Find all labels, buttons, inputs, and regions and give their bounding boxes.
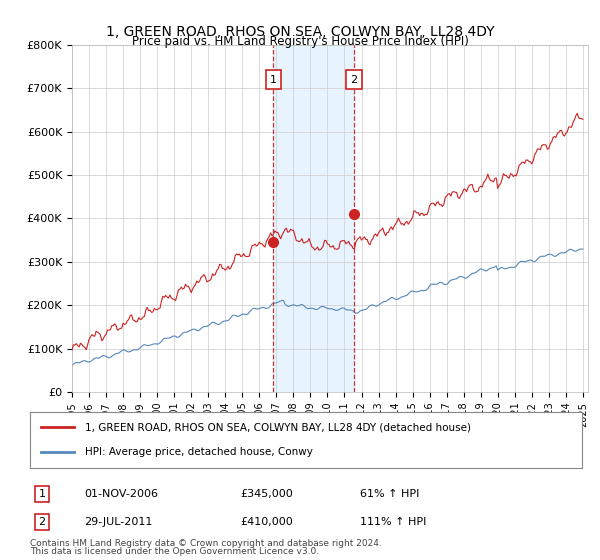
Text: 111% ↑ HPI: 111% ↑ HPI [360,517,427,527]
Text: This data is licensed under the Open Government Licence v3.0.: This data is licensed under the Open Gov… [30,548,319,557]
Text: Price paid vs. HM Land Registry's House Price Index (HPI): Price paid vs. HM Land Registry's House … [131,35,469,48]
Text: 61% ↑ HPI: 61% ↑ HPI [360,489,419,499]
Text: £345,000: £345,000 [240,489,293,499]
Text: £410,000: £410,000 [240,517,293,527]
Text: 2: 2 [38,517,46,527]
Text: 29-JUL-2011: 29-JUL-2011 [84,517,152,527]
Text: HPI: Average price, detached house, Conwy: HPI: Average price, detached house, Conw… [85,447,313,457]
Text: 1: 1 [38,489,46,499]
Text: 1: 1 [270,74,277,85]
Text: Contains HM Land Registry data © Crown copyright and database right 2024.: Contains HM Land Registry data © Crown c… [30,539,382,548]
Text: 01-NOV-2006: 01-NOV-2006 [84,489,158,499]
Text: 2: 2 [350,74,358,85]
Text: 1, GREEN ROAD, RHOS ON SEA, COLWYN BAY, LL28 4DY (detached house): 1, GREEN ROAD, RHOS ON SEA, COLWYN BAY, … [85,422,471,432]
Bar [274,45,354,392]
Text: 1, GREEN ROAD, RHOS ON SEA, COLWYN BAY, LL28 4DY: 1, GREEN ROAD, RHOS ON SEA, COLWYN BAY, … [106,25,494,39]
